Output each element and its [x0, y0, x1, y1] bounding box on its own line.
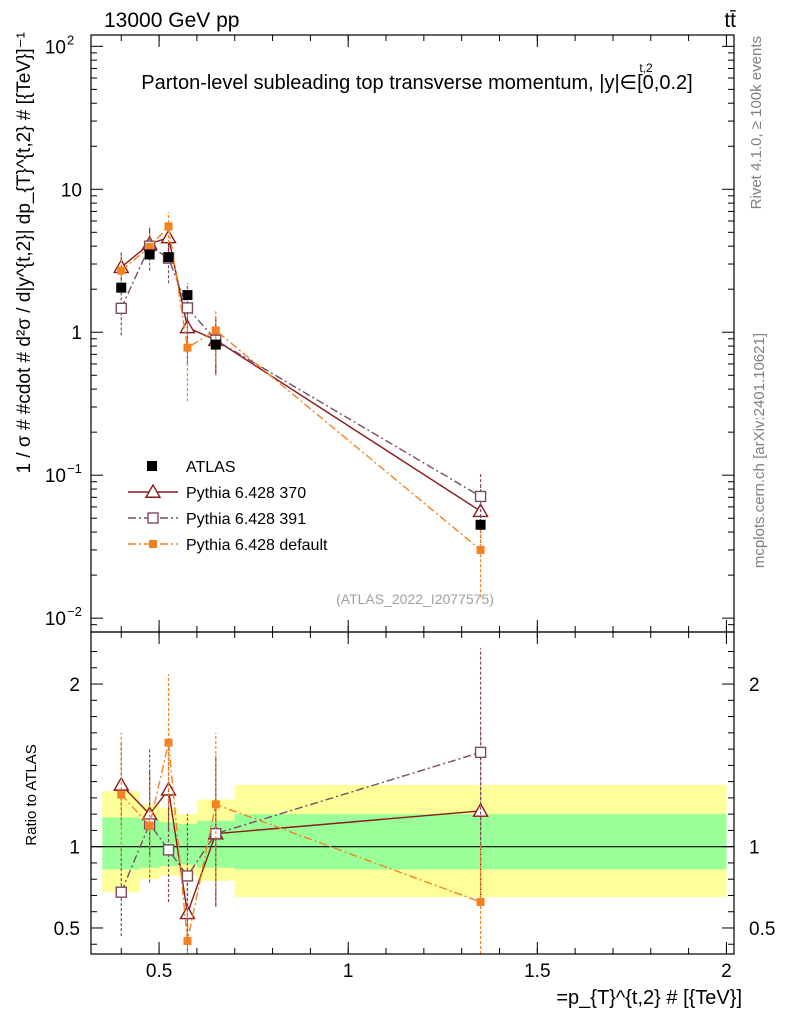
legend-marker-1: [147, 512, 159, 524]
y-tick-label: 10: [61, 180, 82, 201]
x-axis-title: =p_{T}^{t,2} # [{TeV}]: [556, 987, 742, 1009]
ratio-point-1: [181, 870, 194, 882]
atlas-data-point: [182, 290, 193, 301]
ratio-y-tick-label-right: 2: [749, 675, 760, 696]
y-tick-exponent: 2: [67, 32, 74, 47]
x-tick-label: 0.5: [146, 961, 172, 982]
ratio-y-tick-label-left: 0.5: [54, 919, 80, 940]
series-point-2: [183, 343, 192, 352]
ratio-point-1: [474, 746, 487, 759]
atlas-data-point: [210, 339, 221, 350]
ratio-point-2: [164, 738, 173, 747]
atlas-data-point: [163, 252, 174, 263]
x-tick-label: 2: [721, 961, 732, 982]
x-tick-label: 1.5: [524, 961, 550, 982]
plot-title-superscript: t,2: [639, 61, 653, 75]
series-point-2: [211, 326, 220, 335]
atlas-data-point: [475, 519, 486, 530]
series-point-1: [474, 490, 487, 503]
series-line-2: [120, 224, 482, 551]
ratio-y-tick-label-left: 2: [69, 675, 80, 696]
series-point-1: [181, 302, 194, 314]
process-label: tt̄: [724, 9, 736, 32]
y-tick-label: 1: [71, 323, 82, 344]
ratio-point-2: [117, 790, 126, 799]
main-y-axis-title: 1 / σ # #cdot # d²σ / d|y^{t,2}| dp_{T}^…: [14, 32, 35, 473]
y-tick-label: 10: [45, 466, 66, 487]
ratio-y-tick-label-right: 1: [749, 838, 760, 859]
legend-label-1: Pythia 6.428 391: [186, 511, 306, 528]
y-tick-label: 10: [45, 37, 66, 58]
ratio-point-2: [145, 821, 154, 830]
legend-marker-2: [149, 540, 157, 548]
plot-title: Parton-level subleading top transverse m…: [141, 72, 692, 94]
series-point-1: [115, 302, 127, 315]
mcplots-reference-label: mcplots.cern.ch [arXiv:2401.10621]: [751, 333, 768, 568]
ratio-y-tick-label-right: 0.5: [749, 919, 775, 940]
legend-marker-0: [144, 483, 162, 498]
ratio-y-axis-title: Ratio to ATLAS: [23, 744, 40, 845]
ratio-point-0: [472, 802, 489, 817]
legend-label-atlas: ATLAS: [186, 459, 236, 476]
analysis-watermark: (ATLAS_2022_I2077575): [336, 591, 494, 607]
ratio-series-line-0: [120, 784, 481, 914]
ratio-point-2: [476, 897, 485, 906]
series-point-2: [117, 266, 126, 275]
series-point-2: [476, 545, 485, 554]
legend: ATLAS Pythia 6.428 370 Pythia 6.428 391 Pyt…: [128, 459, 328, 554]
ratio-point-2: [183, 936, 192, 945]
legend-label-0: Pythia 6.428 370: [186, 485, 306, 502]
legend-label-2: Pythia 6.428 default: [186, 537, 328, 554]
energy-label: 13000 GeV pp: [104, 9, 239, 32]
x-tick-label: 1: [343, 961, 354, 982]
atlas-data-point: [116, 282, 127, 293]
y-tick-exponent: −1: [67, 461, 82, 476]
ratio-point-2: [211, 800, 220, 809]
legend-marker-atlas: [147, 461, 157, 471]
ratio-point-1: [115, 886, 127, 898]
y-tick-label: 10: [45, 609, 66, 630]
atlas-data-point: [144, 249, 155, 260]
series-point-2: [164, 222, 173, 231]
ratio-series-line-2: [120, 742, 481, 942]
y-tick-exponent: −2: [67, 604, 82, 619]
series-line-1: [120, 245, 481, 498]
rivet-version-label: Rivet 4.1.0, ≥ 100k events: [748, 36, 765, 209]
series-line-0: [120, 236, 481, 512]
ratio-panel: 0.5 1 1.5 2 0.5 0.5 1 1 2 2: [54, 631, 775, 982]
series-point-2: [145, 242, 154, 251]
ratio-frame: [90, 631, 735, 955]
ratio-y-tick-label-left: 1: [69, 838, 80, 859]
ratio-point-1: [162, 844, 175, 856]
